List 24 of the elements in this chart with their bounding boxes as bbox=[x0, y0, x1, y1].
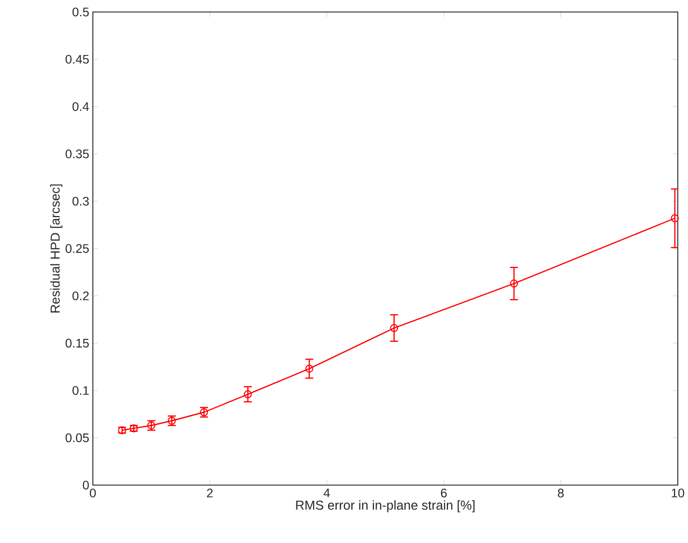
point bbox=[305, 364, 314, 373]
x-axis-title: RMS error in in-plane strain [%] bbox=[296, 500, 475, 512]
y-axis-title: Residual HPD [arcsec] bbox=[50, 184, 62, 312]
y-tick-label: 0.35 bbox=[66, 150, 89, 158]
y-tick-label: 0.4 bbox=[72, 102, 89, 111]
point bbox=[510, 280, 518, 288]
y-tick-label: 0.05 bbox=[66, 433, 89, 442]
y-tick-label: 0.2 bbox=[72, 291, 89, 300]
y-tick-label: 0.5 bbox=[72, 8, 89, 16]
y-tick-label: 0.15 bbox=[66, 338, 89, 348]
x-tick-label: 0 bbox=[90, 488, 96, 498]
x-tick-label: 8 bbox=[558, 488, 564, 498]
x-tick-label: 2 bbox=[206, 488, 213, 498]
x-tick-label: 6 bbox=[440, 488, 447, 498]
x-tick-label: 10 bbox=[672, 488, 684, 498]
y-tick-label: 0.25 bbox=[66, 244, 89, 253]
y-tick-label: 0.1 bbox=[72, 386, 89, 395]
x-tick-label: 4 bbox=[324, 488, 330, 498]
point bbox=[390, 324, 398, 332]
y-tick-label: 0 bbox=[82, 480, 89, 490]
y-tick-label: 0.45 bbox=[66, 54, 89, 64]
point bbox=[244, 390, 252, 398]
y-tick-label: 0.3 bbox=[72, 196, 89, 206]
point bbox=[670, 214, 679, 222]
